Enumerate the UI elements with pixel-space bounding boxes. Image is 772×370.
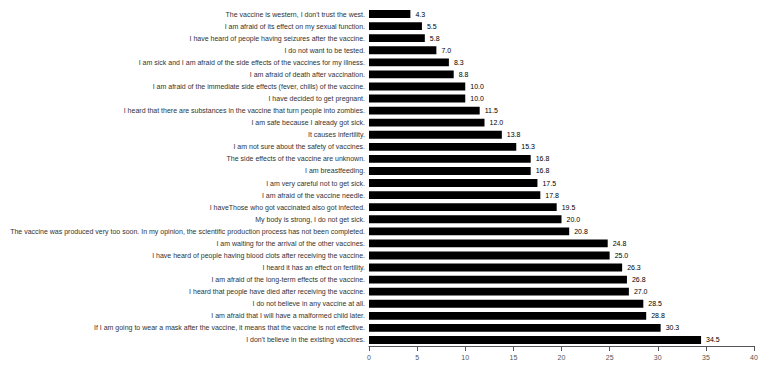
svg-text:I am afraid of the immediate s: I am afraid of the immediate side effect… [153, 83, 365, 91]
svg-text:It causes infertility.: It causes infertility. [308, 131, 365, 139]
svg-text:I am afraid that I will have a: I am afraid that I will have a malformed… [211, 312, 365, 319]
svg-text:30: 30 [654, 354, 662, 361]
svg-text:4.3: 4.3 [415, 11, 425, 18]
svg-text:I am very careful not to get s: I am very careful not to get sick. [266, 180, 365, 188]
svg-text:8.3: 8.3 [454, 59, 464, 66]
svg-text:I do not believe in any vaccin: I do not believe in any vaccine at all. [253, 300, 366, 308]
svg-text:20.8: 20.8 [574, 228, 588, 235]
svg-text:I have heard of people having: I have heard of people having blood clot… [152, 252, 365, 260]
svg-text:27.0: 27.0 [634, 288, 648, 295]
svg-text:If I am going to wear a mask a: If I am going to wear a mask after the v… [94, 324, 365, 332]
svg-text:I am afraid of its effect on m: I am afraid of its effect on my sexual f… [225, 23, 365, 31]
svg-text:The vaccine is western, I don': The vaccine is western, I don't trust th… [226, 11, 366, 18]
svg-text:8.8: 8.8 [459, 71, 469, 78]
svg-text:My body is strong, I do not ge: My body is strong, I do not get sick. [255, 216, 365, 224]
svg-text:I have heard of people having: I have heard of people having seizures a… [190, 35, 366, 43]
svg-text:The side effects of the vaccin: The side effects of the vaccine are unkn… [227, 155, 365, 162]
svg-text:24.8: 24.8 [613, 240, 627, 247]
svg-text:20: 20 [558, 354, 566, 361]
svg-text:16.8: 16.8 [536, 155, 550, 162]
svg-text:5.5: 5.5 [427, 23, 437, 30]
svg-text:17.5: 17.5 [542, 180, 556, 187]
svg-text:13.8: 13.8 [507, 131, 521, 138]
svg-text:I heard it has an effect on fe: I heard it has an effect on fertility. [263, 264, 366, 272]
svg-text:34.5: 34.5 [706, 336, 720, 343]
svg-text:26.8: 26.8 [632, 276, 646, 283]
svg-text:26.3: 26.3 [627, 264, 641, 271]
svg-text:10: 10 [461, 354, 469, 361]
svg-text:30.3: 30.3 [666, 324, 680, 331]
svg-text:I heard that there are substan: I heard that there are substances in the… [124, 107, 365, 115]
svg-text:5: 5 [415, 354, 419, 361]
svg-text:0: 0 [367, 354, 371, 361]
svg-text:I am safe because I already go: I am safe because I already got sick. [251, 119, 365, 127]
svg-text:I am afraid of the long-term e: I am afraid of the long-term effects of … [211, 276, 365, 284]
svg-text:15.3: 15.3 [521, 143, 535, 150]
svg-text:40: 40 [750, 354, 758, 361]
svg-text:I am afraid of death after vac: I am afraid of death after vaccination. [250, 71, 365, 78]
svg-text:10.0: 10.0 [470, 95, 484, 102]
svg-text:I am sick and I am afraid of t: I am sick and I am afraid of the side ef… [139, 59, 365, 67]
svg-text:11.5: 11.5 [485, 107, 498, 114]
svg-text:I do not want to be tested.: I do not want to be tested. [284, 47, 365, 54]
svg-text:20.0: 20.0 [567, 216, 581, 223]
svg-text:10.0: 10.0 [470, 83, 484, 90]
svg-text:28.5: 28.5 [648, 300, 662, 307]
svg-text:19.5: 19.5 [562, 204, 576, 211]
svg-text:The vaccine was produced very: The vaccine was produced very too soon. … [10, 228, 365, 236]
svg-text:17.8: 17.8 [545, 192, 559, 199]
svg-text:I heard that people have died: I heard that people have died after rece… [189, 288, 365, 296]
svg-text:5.8: 5.8 [430, 35, 440, 42]
svg-text:16.8: 16.8 [536, 167, 550, 174]
svg-text:25: 25 [606, 354, 614, 361]
svg-text:I don't believe in the existin: I don't believe in the existing vaccines… [246, 336, 365, 344]
svg-text:I am waiting for the arrival o: I am waiting for the arrival of the othe… [216, 240, 365, 248]
svg-text:25.0: 25.0 [615, 252, 629, 259]
svg-text:15: 15 [509, 354, 517, 361]
svg-text:I am not sure about the safety: I am not sure about the safety of vaccin… [233, 143, 365, 151]
svg-text:I am afraid of the vaccine nee: I am afraid of the vaccine needle. [262, 192, 365, 199]
svg-text:7.0: 7.0 [441, 47, 451, 54]
svg-text:35: 35 [702, 354, 710, 361]
svg-text:12.0: 12.0 [490, 119, 504, 126]
svg-text:I am breastfeeding.: I am breastfeeding. [305, 167, 365, 175]
svg-text:I have decided to get pregnant: I have decided to get pregnant. [268, 95, 365, 103]
svg-text:I haveThose who got vaccinated: I haveThose who got vaccinated also got … [210, 204, 365, 212]
svg-text:28.8: 28.8 [651, 312, 665, 319]
